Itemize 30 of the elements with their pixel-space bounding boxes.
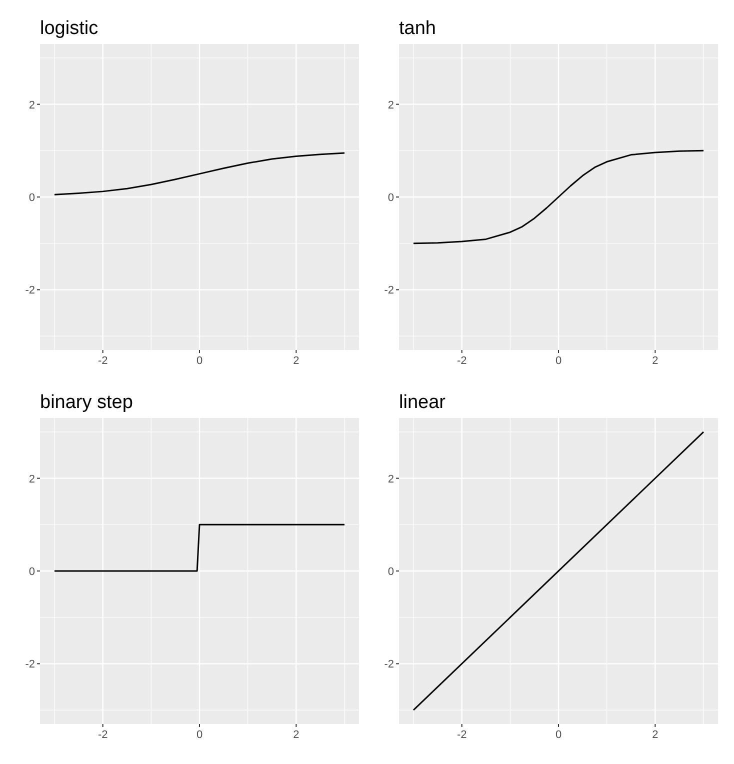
line-series (54, 152, 346, 196)
y-tick-label: 2 (388, 473, 394, 486)
y-tick-label: 0 (28, 566, 35, 578)
y-tick-label: 2 (28, 473, 35, 486)
x-tick-label: 0 (555, 729, 562, 741)
x-tick-label: -2 (98, 729, 108, 741)
x-tick-label: 2 (652, 729, 658, 741)
y-tick-label: 0 (388, 566, 394, 578)
x-tick-label: 2 (293, 729, 300, 741)
x-tick-label: -2 (456, 729, 467, 741)
y-tick-label: -2 (25, 284, 35, 297)
chart-title: logistic (40, 18, 98, 39)
x-tick-label: -2 (456, 355, 467, 367)
line-series (412, 150, 704, 244)
chart-title: binary step (40, 392, 133, 413)
y-tick-label: 2 (388, 99, 394, 112)
x-tick-label: 2 (293, 355, 300, 367)
y-tick-label: 0 (28, 192, 35, 204)
x-tick-label: -2 (98, 355, 108, 367)
x-tick-label: 0 (196, 729, 203, 741)
y-tick-label: -2 (384, 284, 394, 297)
x-tick-label: 2 (652, 355, 658, 367)
y-tick-label: -2 (384, 658, 394, 671)
y-tick-label: 0 (388, 192, 394, 204)
x-tick-label: 0 (196, 355, 203, 367)
y-tick-label: 2 (28, 99, 35, 112)
y-tick-label: -2 (25, 658, 35, 671)
chart-title: tanh (399, 18, 436, 39)
chart-title: linear (399, 392, 446, 413)
x-tick-label: 0 (555, 355, 562, 367)
